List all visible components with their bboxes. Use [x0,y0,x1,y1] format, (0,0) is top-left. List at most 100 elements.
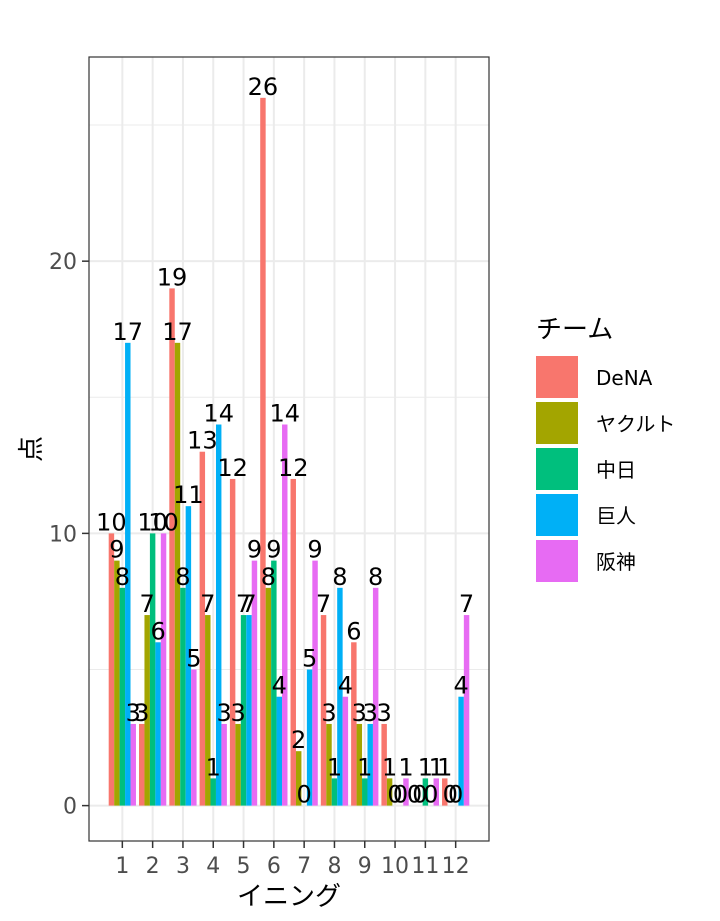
x-tick-label: 8 [327,854,341,879]
data-label: 7 [241,590,256,618]
bar-巨人-12 [458,696,464,806]
data-label: 12 [217,454,248,482]
data-label: 4 [272,672,287,700]
bar-阪神-4 [221,723,227,806]
legend-key-中日 [536,448,578,490]
x-tick-label: 12 [442,854,470,879]
bar-中日-11 [422,778,429,806]
data-label: 5 [186,645,201,673]
data-label: 1 [382,753,397,781]
x-axis-title: イニング [237,882,341,912]
data-label: 7 [200,590,215,618]
legend-label: 阪神 [596,550,636,574]
y-axis: 0 10 20 [49,250,89,820]
data-label: 3 [363,699,378,727]
bar-ヤクルト-10 [386,778,393,806]
data-label: 1 [418,753,433,781]
data-label: 1 [437,753,452,781]
data-label: 0 [443,781,458,809]
bar-DeNA-1 [108,533,115,806]
data-label: 3 [352,699,367,727]
bar-阪神-10 [403,778,409,806]
data-label: 7 [459,590,474,618]
data-label: 3 [217,699,232,727]
data-label: 1 [206,753,221,781]
bar-DeNA-5 [229,478,236,806]
bar-阪神-5 [251,560,258,806]
legend-label: ヤクルト [596,412,675,436]
bar-中日-1 [119,587,126,806]
bar-DeNA-2 [139,723,145,806]
bar-中日-2 [149,533,156,806]
bar-中日-6 [271,560,277,806]
data-label: 1 [429,753,444,781]
bar-巨人-5 [246,615,252,806]
bar-ヤクルト-2 [144,615,150,806]
data-label: 7 [236,590,251,618]
x-tick-label: 2 [146,854,160,879]
data-label: 12 [278,454,309,482]
data-label: 10 [96,508,127,536]
bar-ヤクルト-7 [295,751,302,806]
data-label: 6 [346,617,361,645]
data-label: 7 [316,590,331,618]
data-label: 17 [162,318,193,346]
data-label: 19 [157,263,188,291]
legend-label: DeNA [596,366,653,390]
x-tick-label: 1 [115,854,129,879]
data-label: 9 [109,536,124,564]
x-tick-label: 4 [206,854,220,879]
bar-阪神-8 [342,696,349,806]
bar-阪神-12 [463,615,470,806]
bar-ヤクルト-9 [356,723,363,806]
data-label: 7 [140,590,155,618]
bar-巨人-1 [125,342,131,806]
data-label: 9 [266,536,281,564]
data-label: 11 [173,481,204,509]
data-label: 8 [332,563,347,591]
x-tick-label: 5 [237,854,251,879]
bar-ヤクルト-6 [265,587,272,806]
data-label: 8 [368,563,383,591]
legend-label: 中日 [596,458,636,482]
bar-阪神-11 [433,778,439,806]
bar-巨人-6 [276,696,283,806]
y-tick-label: 10 [49,522,77,547]
bar-巨人-4 [215,424,222,806]
data-label: 8 [175,563,190,591]
bar-DeNA-12 [442,778,448,806]
data-label: 4 [453,672,468,700]
y-tick-label: 0 [63,795,77,820]
bars [108,97,470,806]
data-label: 3 [321,699,336,727]
data-label: 0 [297,781,312,809]
legend-key-阪神 [536,540,578,582]
bar-中日-5 [240,615,247,806]
x-tick-label: 11 [411,854,439,879]
data-label: 3 [126,699,141,727]
data-label: 5 [302,645,317,673]
bar-ヤクルト-1 [114,560,120,806]
bar-阪神-7 [312,560,318,806]
bar-中日-3 [180,587,186,806]
bar-中日-4 [210,778,216,806]
legend-key-巨人 [536,494,578,536]
bar-中日-9 [362,778,368,806]
x-tick-label: 3 [176,854,190,879]
data-label: 17 [113,318,144,346]
data-label: 1 [327,753,342,781]
data-label: 0 [423,781,438,809]
data-label: 2 [291,726,306,754]
bar-阪神-6 [282,424,288,806]
data-label: 1 [398,753,413,781]
data-label: 3 [377,699,392,727]
data-label: 3 [230,699,245,727]
data-label: 14 [269,400,300,428]
x-axis: 1 2 3 4 5 6 7 8 9 10 11 12 [115,841,470,879]
bar-DeNA-4 [199,451,206,806]
legend-key-ヤクルト [536,402,578,444]
data-label: 9 [307,536,322,564]
bar-巨人-9 [367,723,373,806]
